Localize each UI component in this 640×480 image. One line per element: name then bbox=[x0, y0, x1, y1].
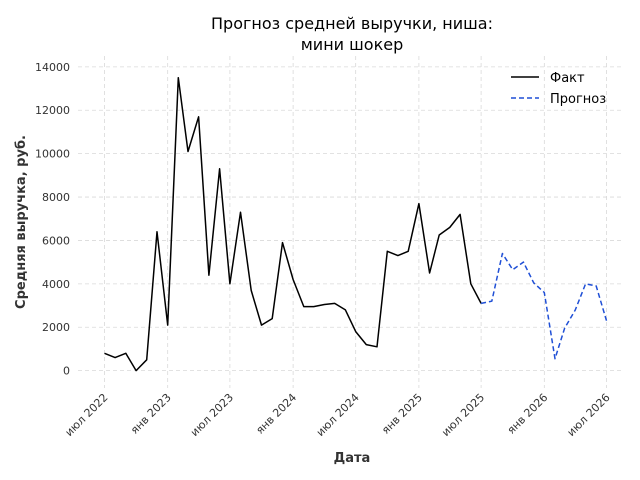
y-tick-label: 6000 bbox=[42, 234, 70, 247]
y-tick-label: 10000 bbox=[35, 148, 70, 161]
x-axis-ticks: июл 2022 янв 2023 июл 2023 янв 2024 июл 2024… bbox=[63, 391, 613, 439]
series-lines bbox=[104, 76, 608, 372]
y-tick-label: 4000 bbox=[42, 278, 70, 291]
y-tick-label: 8000 bbox=[42, 191, 70, 204]
x-axis-label: Дата bbox=[334, 451, 371, 466]
chart-title-line-2: мини шокер bbox=[301, 35, 404, 54]
y-tick-label: 14000 bbox=[35, 61, 70, 74]
series-line-forecast bbox=[480, 252, 608, 360]
y-tick-label: 0 bbox=[63, 365, 70, 378]
y-axis-label: Средняя выручка, руб. bbox=[14, 135, 29, 309]
x-tick-label: июл 2025 bbox=[439, 391, 487, 439]
x-tick-label: янв 2026 bbox=[505, 391, 551, 437]
legend: Факт Прогноз bbox=[511, 71, 606, 107]
y-tick-label: 12000 bbox=[35, 104, 70, 117]
series-line-fact bbox=[104, 76, 482, 372]
x-tick-label: янв 2024 bbox=[253, 391, 299, 437]
legend-label-forecast: Прогноз bbox=[550, 92, 606, 107]
x-tick-label: янв 2023 bbox=[128, 391, 174, 437]
x-tick-label: июл 2022 bbox=[63, 391, 111, 439]
x-tick-label: июл 2026 bbox=[565, 391, 613, 439]
grid bbox=[78, 56, 622, 388]
chart-title-line-1: Прогноз средней выручки, ниша: bbox=[211, 14, 493, 33]
x-tick-label: июл 2024 bbox=[314, 391, 362, 439]
y-axis-ticks: 0 2000 4000 6000 8000 10000 12000 14000 bbox=[35, 61, 70, 378]
y-tick-label: 2000 bbox=[42, 321, 70, 334]
x-tick-label: июл 2023 bbox=[188, 391, 236, 439]
x-tick-label: янв 2025 bbox=[379, 391, 425, 437]
legend-label-fact: Факт bbox=[550, 71, 585, 86]
